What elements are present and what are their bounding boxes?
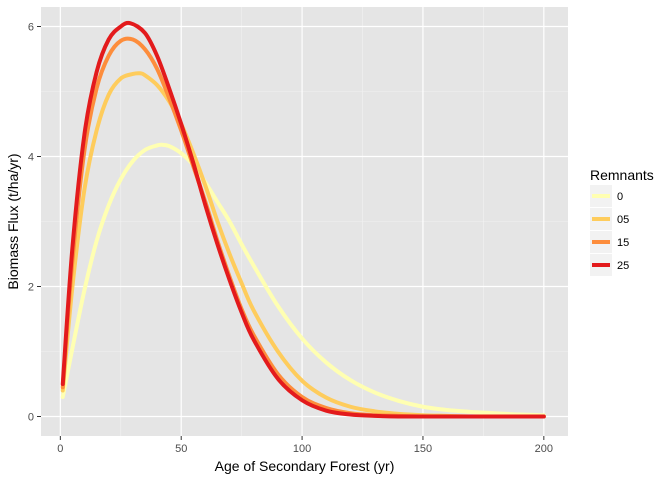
legend-title: Remnants [590, 167, 654, 183]
x-tick-label: 150 [414, 443, 432, 455]
legend-items: 0 05 15 25 [590, 185, 629, 276]
legend: Remnants 0 05 15 25 [590, 167, 654, 276]
x-tick-label: 0 [57, 443, 63, 455]
x-axis-title: Age of Secondary Forest (yr) [215, 458, 395, 474]
x-tick-label: 50 [175, 443, 187, 455]
legend-label-05: 05 [617, 214, 629, 226]
y-axis: 0 2 4 6 [28, 22, 41, 424]
y-tick-label: 2 [28, 282, 34, 294]
x-axis: 0 50 100 150 200 [57, 436, 553, 455]
grid-major [41, 7, 568, 436]
series-line-0 [60, 142, 546, 418]
y-tick-label: 4 [28, 152, 34, 164]
x-tick-label: 100 [293, 443, 311, 455]
y-tick-label: 0 [28, 412, 34, 424]
y-axis-title: Biomass Flux (t/ha/yr) [5, 153, 21, 289]
series-lines [60, 20, 546, 419]
series-line-25 [60, 20, 546, 419]
legend-label-15: 15 [617, 237, 629, 249]
y-tick-label: 6 [28, 22, 34, 34]
legend-label-25: 25 [617, 260, 629, 272]
x-tick-label: 200 [535, 443, 553, 455]
legend-label-0: 0 [617, 191, 623, 203]
